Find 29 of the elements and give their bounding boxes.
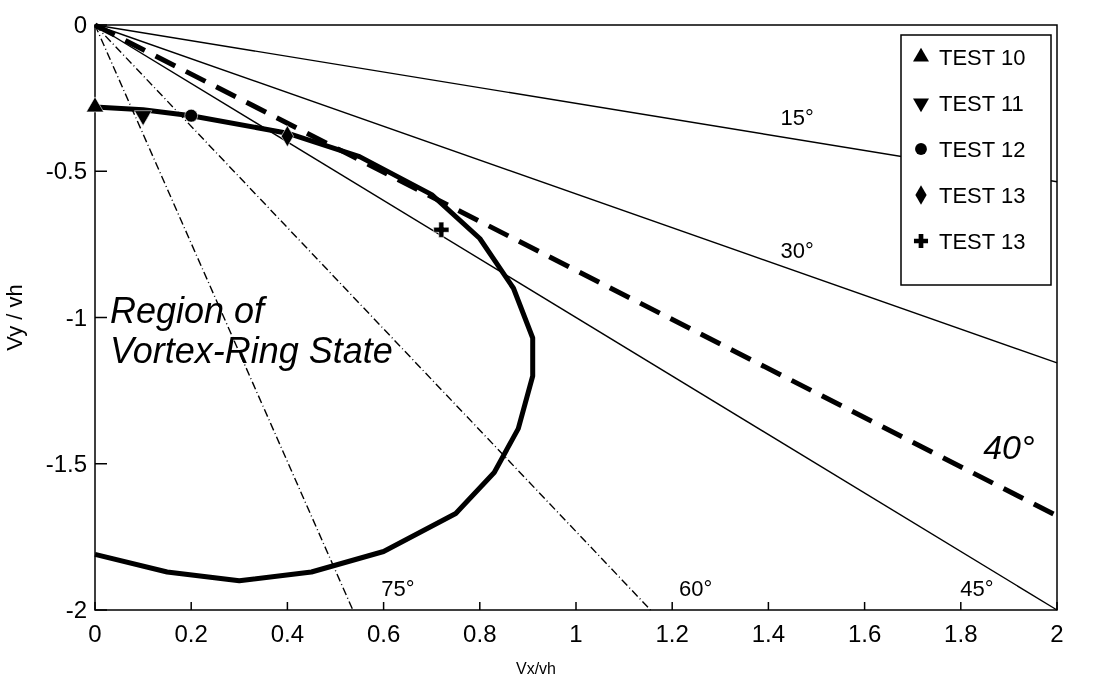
series-label: 60°: [678, 576, 713, 601]
legend-label: TEST 12: [939, 137, 1026, 162]
x-tick-label: 1.6: [847, 620, 882, 647]
series-label: 75°: [381, 576, 415, 601]
series-label: 15°: [780, 105, 814, 131]
annotation: Region of Vortex-Ring State: [110, 290, 393, 372]
y-tick-label: -1: [65, 303, 87, 331]
x-tick-label: 0.4: [270, 620, 305, 647]
legend-label: TEST 10: [939, 45, 1026, 70]
series-label: 45°: [960, 576, 994, 601]
series-label: 40°: [983, 428, 1035, 467]
legend-label: TEST 13: [939, 183, 1026, 208]
x-tick-label: 0.2: [174, 620, 208, 647]
x-axis-title: Vx/vh: [515, 660, 557, 677]
y-tick-label: 0: [73, 11, 87, 38]
y-axis-title: Vy / vh: [2, 284, 27, 351]
x-tick-label: 1: [569, 620, 583, 647]
x-tick-label: 1.4: [751, 620, 786, 647]
legend-label: TEST 11: [939, 91, 1024, 116]
x-tick-label: 1.8: [944, 620, 978, 647]
legend-label: TEST 13: [939, 229, 1026, 254]
y-tick-label: -0.5: [45, 157, 87, 185]
y-tick-label: -2: [65, 596, 87, 623]
series-label: 30°: [780, 237, 814, 263]
x-tick-label: 0.8: [463, 620, 497, 647]
y-tick-label: -1.5: [45, 449, 87, 477]
x-tick-label: 1.2: [655, 620, 689, 647]
x-tick-label: 0.6: [366, 620, 401, 647]
x-tick-label: 2: [1050, 620, 1064, 647]
